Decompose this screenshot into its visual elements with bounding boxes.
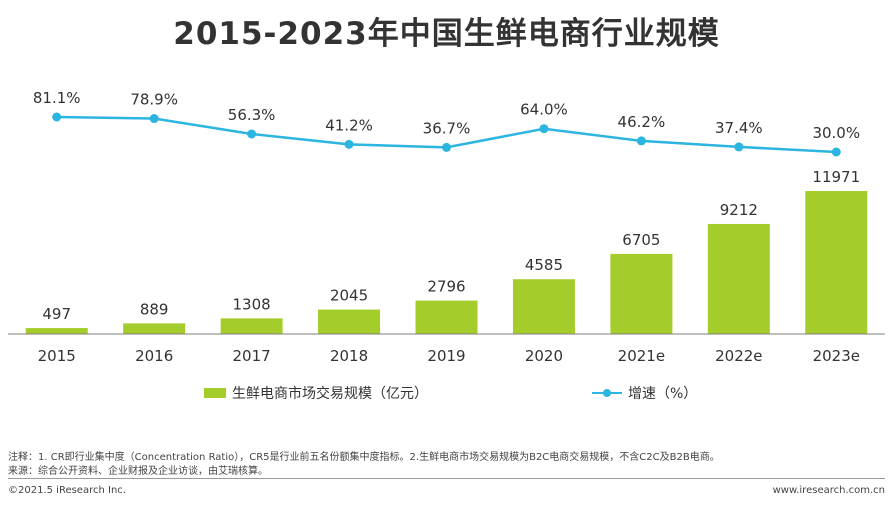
x-tick-label-2021e: 2021e xyxy=(618,347,665,365)
x-tick-label-2023e: 2023e xyxy=(813,347,860,365)
growth-label-2021e: 46.2% xyxy=(618,113,666,131)
bar-2016 xyxy=(123,323,186,334)
growth-label-2020: 64.0% xyxy=(520,101,568,119)
legend-bar-label: 生鲜电商市场交易规模（亿元） xyxy=(232,386,428,402)
note-text: 注释：1. CR即行业集中度（Concentration Ratio），CR5是… xyxy=(8,452,720,463)
bar-2017 xyxy=(220,318,283,334)
growth-point-2018 xyxy=(344,139,354,149)
x-tick-label-2015: 2015 xyxy=(38,347,76,365)
legend-line-swatch xyxy=(592,388,622,398)
bar-value-label-2015: 497 xyxy=(42,305,71,323)
growth-label-2019: 36.7% xyxy=(423,119,471,137)
legend-bar-swatch xyxy=(204,388,226,398)
growth-point-2017 xyxy=(247,129,257,139)
bar-value-label-2021e: 6705 xyxy=(622,231,660,249)
chart-canvas: 497 2015 889 2016 1308 2017 2045 2018 2796 2019 45… xyxy=(8,89,885,365)
bar-2015 xyxy=(25,328,88,334)
growth-point-2021e xyxy=(636,136,646,146)
x-tick-label-2017: 2017 xyxy=(233,347,271,365)
bar-value-label-2019: 2796 xyxy=(427,278,465,296)
growth-label-2016: 78.9% xyxy=(130,91,178,109)
legend-item-bar: 生鲜电商市场交易规模（亿元） xyxy=(204,383,428,403)
website-link[interactable]: www.iresearch.com.cn xyxy=(772,485,885,496)
x-tick-label-2018: 2018 xyxy=(330,347,368,365)
bar-2018 xyxy=(318,309,381,334)
growth-point-2022e xyxy=(734,142,744,152)
growth-point-2020 xyxy=(539,124,549,134)
bar-2021e xyxy=(610,253,673,334)
bar-value-label-2022e: 9212 xyxy=(720,201,758,219)
bar-value-label-2023e: 11971 xyxy=(812,168,860,186)
footer-divider xyxy=(8,478,885,479)
chart-title: 2015-2023年中国生鲜电商行业规模 xyxy=(173,16,720,52)
source-text: 来源：综合公开资料、企业财报及企业访谈，由艾瑞核算。 xyxy=(8,466,268,477)
bar-2019 xyxy=(415,300,478,334)
growth-label-2015: 81.1% xyxy=(33,89,81,107)
x-tick-label-2020: 2020 xyxy=(525,347,563,365)
growth-label-2022e: 37.4% xyxy=(715,119,763,137)
x-tick-label-2019: 2019 xyxy=(427,347,465,365)
x-tick-label-2022e: 2022e xyxy=(715,347,762,365)
legend-line-label: 增速（%） xyxy=(628,386,698,402)
growth-label-2023e: 30.0% xyxy=(812,124,860,142)
x-tick-label-2016: 2016 xyxy=(135,347,173,365)
bar-2020 xyxy=(512,279,575,334)
bar-value-label-2018: 2045 xyxy=(330,287,368,305)
bar-2022e xyxy=(707,223,770,334)
bar-2023e xyxy=(805,191,868,334)
bar-value-label-2020: 4585 xyxy=(525,256,563,274)
growth-point-2023e xyxy=(831,147,841,157)
legend-item-line: 增速（%） xyxy=(592,383,697,403)
growth-point-2015 xyxy=(52,112,62,122)
growth-point-2019 xyxy=(442,142,451,152)
growth-label-2017: 56.3% xyxy=(228,106,276,124)
growth-point-2016 xyxy=(149,114,159,124)
copyright-text: ©2021.5 iResearch Inc. xyxy=(8,485,126,496)
bar-value-label-2016: 889 xyxy=(140,300,169,318)
growth-label-2018: 41.2% xyxy=(325,116,373,134)
bar-value-label-2017: 1308 xyxy=(233,295,271,313)
